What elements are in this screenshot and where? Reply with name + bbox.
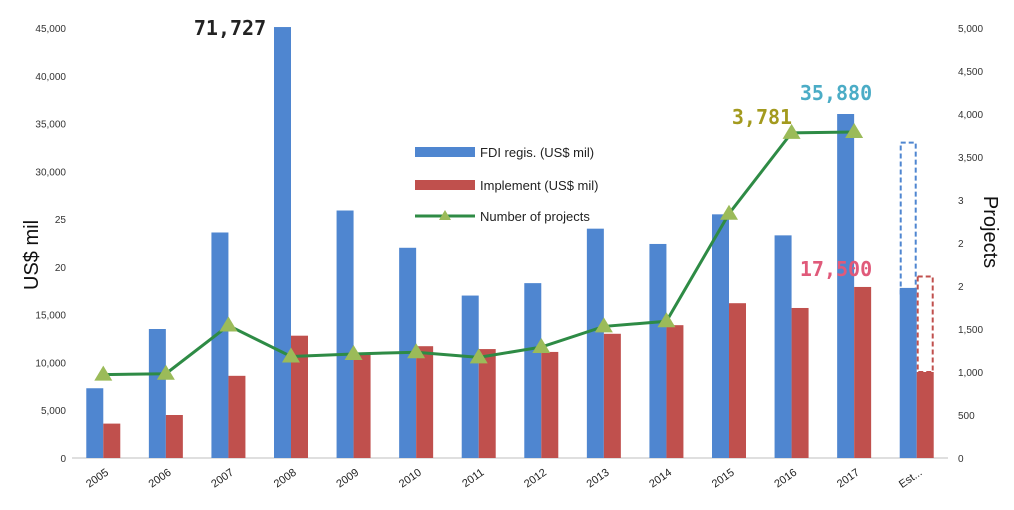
line-series-group bbox=[94, 123, 864, 381]
y-left-axis-title: US$ mil bbox=[21, 220, 43, 290]
annotations: 71,727 35,880 3,781 17,500 bbox=[194, 16, 872, 281]
x-tick-label: 2013 bbox=[585, 467, 612, 491]
y-right-tick-label: 500 bbox=[958, 411, 975, 422]
bar-implement-2012 bbox=[541, 351, 559, 458]
projects-point-2008 bbox=[282, 347, 300, 363]
legend-label-projects: Number of projects bbox=[480, 209, 590, 224]
bar-fdi-2014 bbox=[649, 243, 667, 458]
projects-point-2006 bbox=[156, 364, 175, 380]
y-right-tick-label: 5,000 bbox=[958, 24, 983, 35]
annotation-implement: 17,500 bbox=[800, 257, 872, 281]
y-right-tick-label: 4,000 bbox=[958, 110, 983, 121]
bar-fdi-2017 bbox=[837, 114, 855, 458]
legend-swatch-implement bbox=[415, 180, 475, 190]
left-axis-ticks: 0 5,000 10,000 15,000 20 25 30,000 35,000 40,000… bbox=[35, 24, 66, 465]
y-right-tick-label: 3 bbox=[958, 196, 964, 207]
x-tick-label: 2014 bbox=[647, 467, 674, 491]
projects-point-2014 bbox=[657, 312, 676, 328]
projects-point-2013 bbox=[594, 317, 613, 333]
bar-fdi-2011 bbox=[461, 295, 479, 458]
projects-point-2017 bbox=[845, 123, 864, 139]
bar-implement-2005 bbox=[103, 423, 121, 458]
bar-implement-2015 bbox=[729, 303, 746, 458]
estimate-boxes bbox=[899, 141, 934, 374]
right-axis-ticks: 0 500 1,000 1,500 2 2 3 3,500 4,000 4,500 5,000 bbox=[958, 24, 983, 465]
y-left-tick-label: 35,000 bbox=[35, 120, 66, 131]
y-left-tick-label: 10,000 bbox=[35, 358, 66, 369]
estimate-box-implement bbox=[916, 275, 934, 374]
projects-point-2015 bbox=[720, 204, 738, 220]
y-left-tick-label: 40,000 bbox=[35, 72, 66, 83]
bar-implement-Est... bbox=[916, 372, 934, 458]
y-left-tick-label: 5,000 bbox=[41, 406, 66, 417]
y-left-tick-label: 45,000 bbox=[35, 24, 66, 35]
legend-label-implement: Implement (US$ mil) bbox=[480, 178, 598, 193]
bar-implement-2010 bbox=[416, 346, 434, 458]
bar-implement-2011 bbox=[478, 349, 496, 458]
projects-point-2005 bbox=[94, 365, 113, 381]
y-left-tick-label: 30,000 bbox=[35, 167, 66, 178]
legend-swatch-fdi bbox=[415, 147, 475, 157]
y-left-tick-label: 25 bbox=[55, 215, 67, 226]
bar-implement-2008 bbox=[291, 335, 308, 458]
bar-implement-2013 bbox=[603, 333, 621, 458]
x-tick-label: 2011 bbox=[460, 467, 486, 490]
legend-label-fdi: FDI regis. (US$ mil) bbox=[480, 145, 594, 160]
x-tick-label: 2008 bbox=[272, 467, 299, 491]
bar-fdi-2006 bbox=[148, 329, 166, 458]
projects-point-2009 bbox=[344, 344, 363, 360]
x-tick-label: 2015 bbox=[710, 467, 737, 491]
bar-implement-2017 bbox=[854, 286, 872, 458]
x-tick-label: 2007 bbox=[209, 467, 236, 491]
x-tick-label: 2016 bbox=[772, 467, 799, 491]
y-left-tick-label: 15,000 bbox=[35, 311, 66, 322]
x-tick-label: 2009 bbox=[334, 467, 361, 491]
annotation-2017-fdi: 35,880 bbox=[800, 81, 872, 105]
y-right-tick-label: 4,500 bbox=[958, 67, 983, 78]
projects-point-2010 bbox=[407, 343, 426, 359]
y-right-tick-label: 3,500 bbox=[958, 153, 983, 164]
bar-implement-2009 bbox=[353, 353, 371, 458]
bar-implement-2016 bbox=[791, 307, 809, 458]
bar-implement-2007 bbox=[228, 375, 246, 458]
x-axis-ticks: 2005 2006 2007 2008 2009 2010 2011 2012 2013 2014… bbox=[84, 467, 924, 491]
bar-fdi-2009 bbox=[336, 210, 354, 458]
annotation-2008-peak: 71,727 bbox=[194, 16, 266, 40]
legend-marker-projects bbox=[439, 210, 451, 220]
projects-point-2007 bbox=[219, 316, 238, 332]
x-tick-label: Est... bbox=[897, 467, 924, 491]
projects-point-2012 bbox=[532, 338, 551, 354]
bar-fdi-2015 bbox=[712, 214, 729, 458]
bar-fdi-Est... bbox=[899, 287, 917, 458]
bar-implement-2006 bbox=[165, 415, 183, 458]
projects-point-2011 bbox=[469, 348, 488, 364]
projects-point-2016 bbox=[782, 123, 801, 139]
y-right-tick-label: 1,500 bbox=[958, 325, 983, 336]
bar-fdi-2016 bbox=[774, 235, 792, 458]
legend: FDI regis. (US$ mil) Implement (US$ mil)… bbox=[415, 145, 598, 224]
x-tick-label: 2005 bbox=[84, 467, 111, 491]
bar-implement-2014 bbox=[666, 325, 684, 458]
bar-fdi-2013 bbox=[586, 228, 604, 458]
y-left-tick-label: 20 bbox=[55, 263, 67, 274]
bar-fdi-2007 bbox=[211, 232, 229, 458]
bar-fdi-2005 bbox=[86, 388, 104, 458]
bar-fdi-2008 bbox=[274, 27, 291, 459]
bar-fdi-2012 bbox=[524, 283, 542, 458]
x-tick-label: 2010 bbox=[397, 467, 424, 491]
x-tick-label: 2012 bbox=[522, 467, 549, 491]
y-right-tick-label: 2 bbox=[958, 282, 964, 293]
x-tick-label: 2017 bbox=[835, 467, 862, 491]
annotation-2016-projects: 3,781 bbox=[732, 105, 792, 129]
y-right-tick-label: 1,000 bbox=[958, 368, 983, 379]
y-right-axis-title: Projects bbox=[979, 196, 1001, 268]
bar-series-group bbox=[86, 27, 934, 459]
estimate-box-fdi bbox=[899, 141, 917, 297]
y-right-tick-label: 2 bbox=[958, 239, 964, 250]
y-right-tick-label: 0 bbox=[958, 454, 964, 465]
y-left-tick-label: 0 bbox=[60, 454, 66, 465]
x-tick-label: 2006 bbox=[147, 467, 174, 491]
